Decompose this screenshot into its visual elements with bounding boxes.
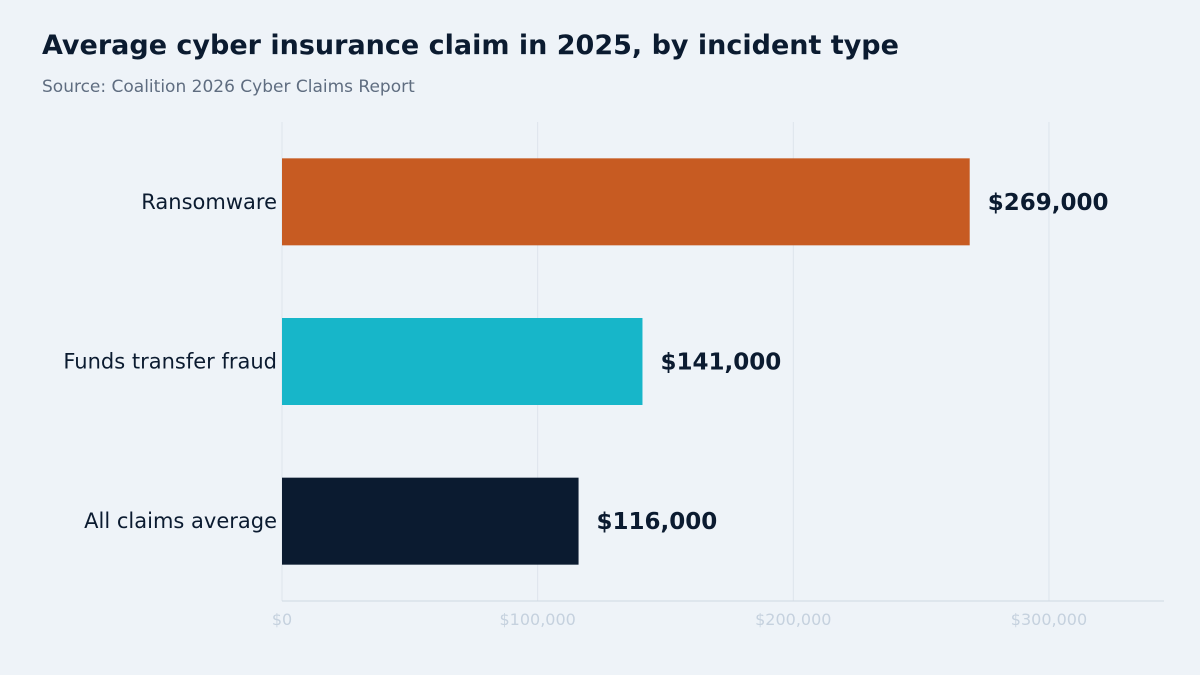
bar: [282, 477, 579, 565]
chart-title: Average cyber insurance claim in 2025, b…: [42, 30, 899, 61]
category-label: All claims average: [84, 509, 277, 533]
value-label: $116,000: [597, 509, 718, 535]
bar: [282, 318, 643, 405]
value-label: $269,000: [988, 190, 1109, 216]
x-tick-label: $300,000: [1011, 610, 1087, 629]
x-tick-label: $0: [272, 610, 292, 629]
x-tick-label: $100,000: [499, 610, 575, 629]
category-label: Ransomware: [141, 190, 277, 214]
bar: [282, 158, 970, 246]
chart-subtitle: Source: Coalition 2026 Cyber Claims Repo…: [42, 77, 415, 97]
category-label: Funds transfer fraud: [63, 350, 277, 374]
x-tick-label: $200,000: [755, 610, 831, 629]
value-label: $141,000: [660, 350, 781, 376]
